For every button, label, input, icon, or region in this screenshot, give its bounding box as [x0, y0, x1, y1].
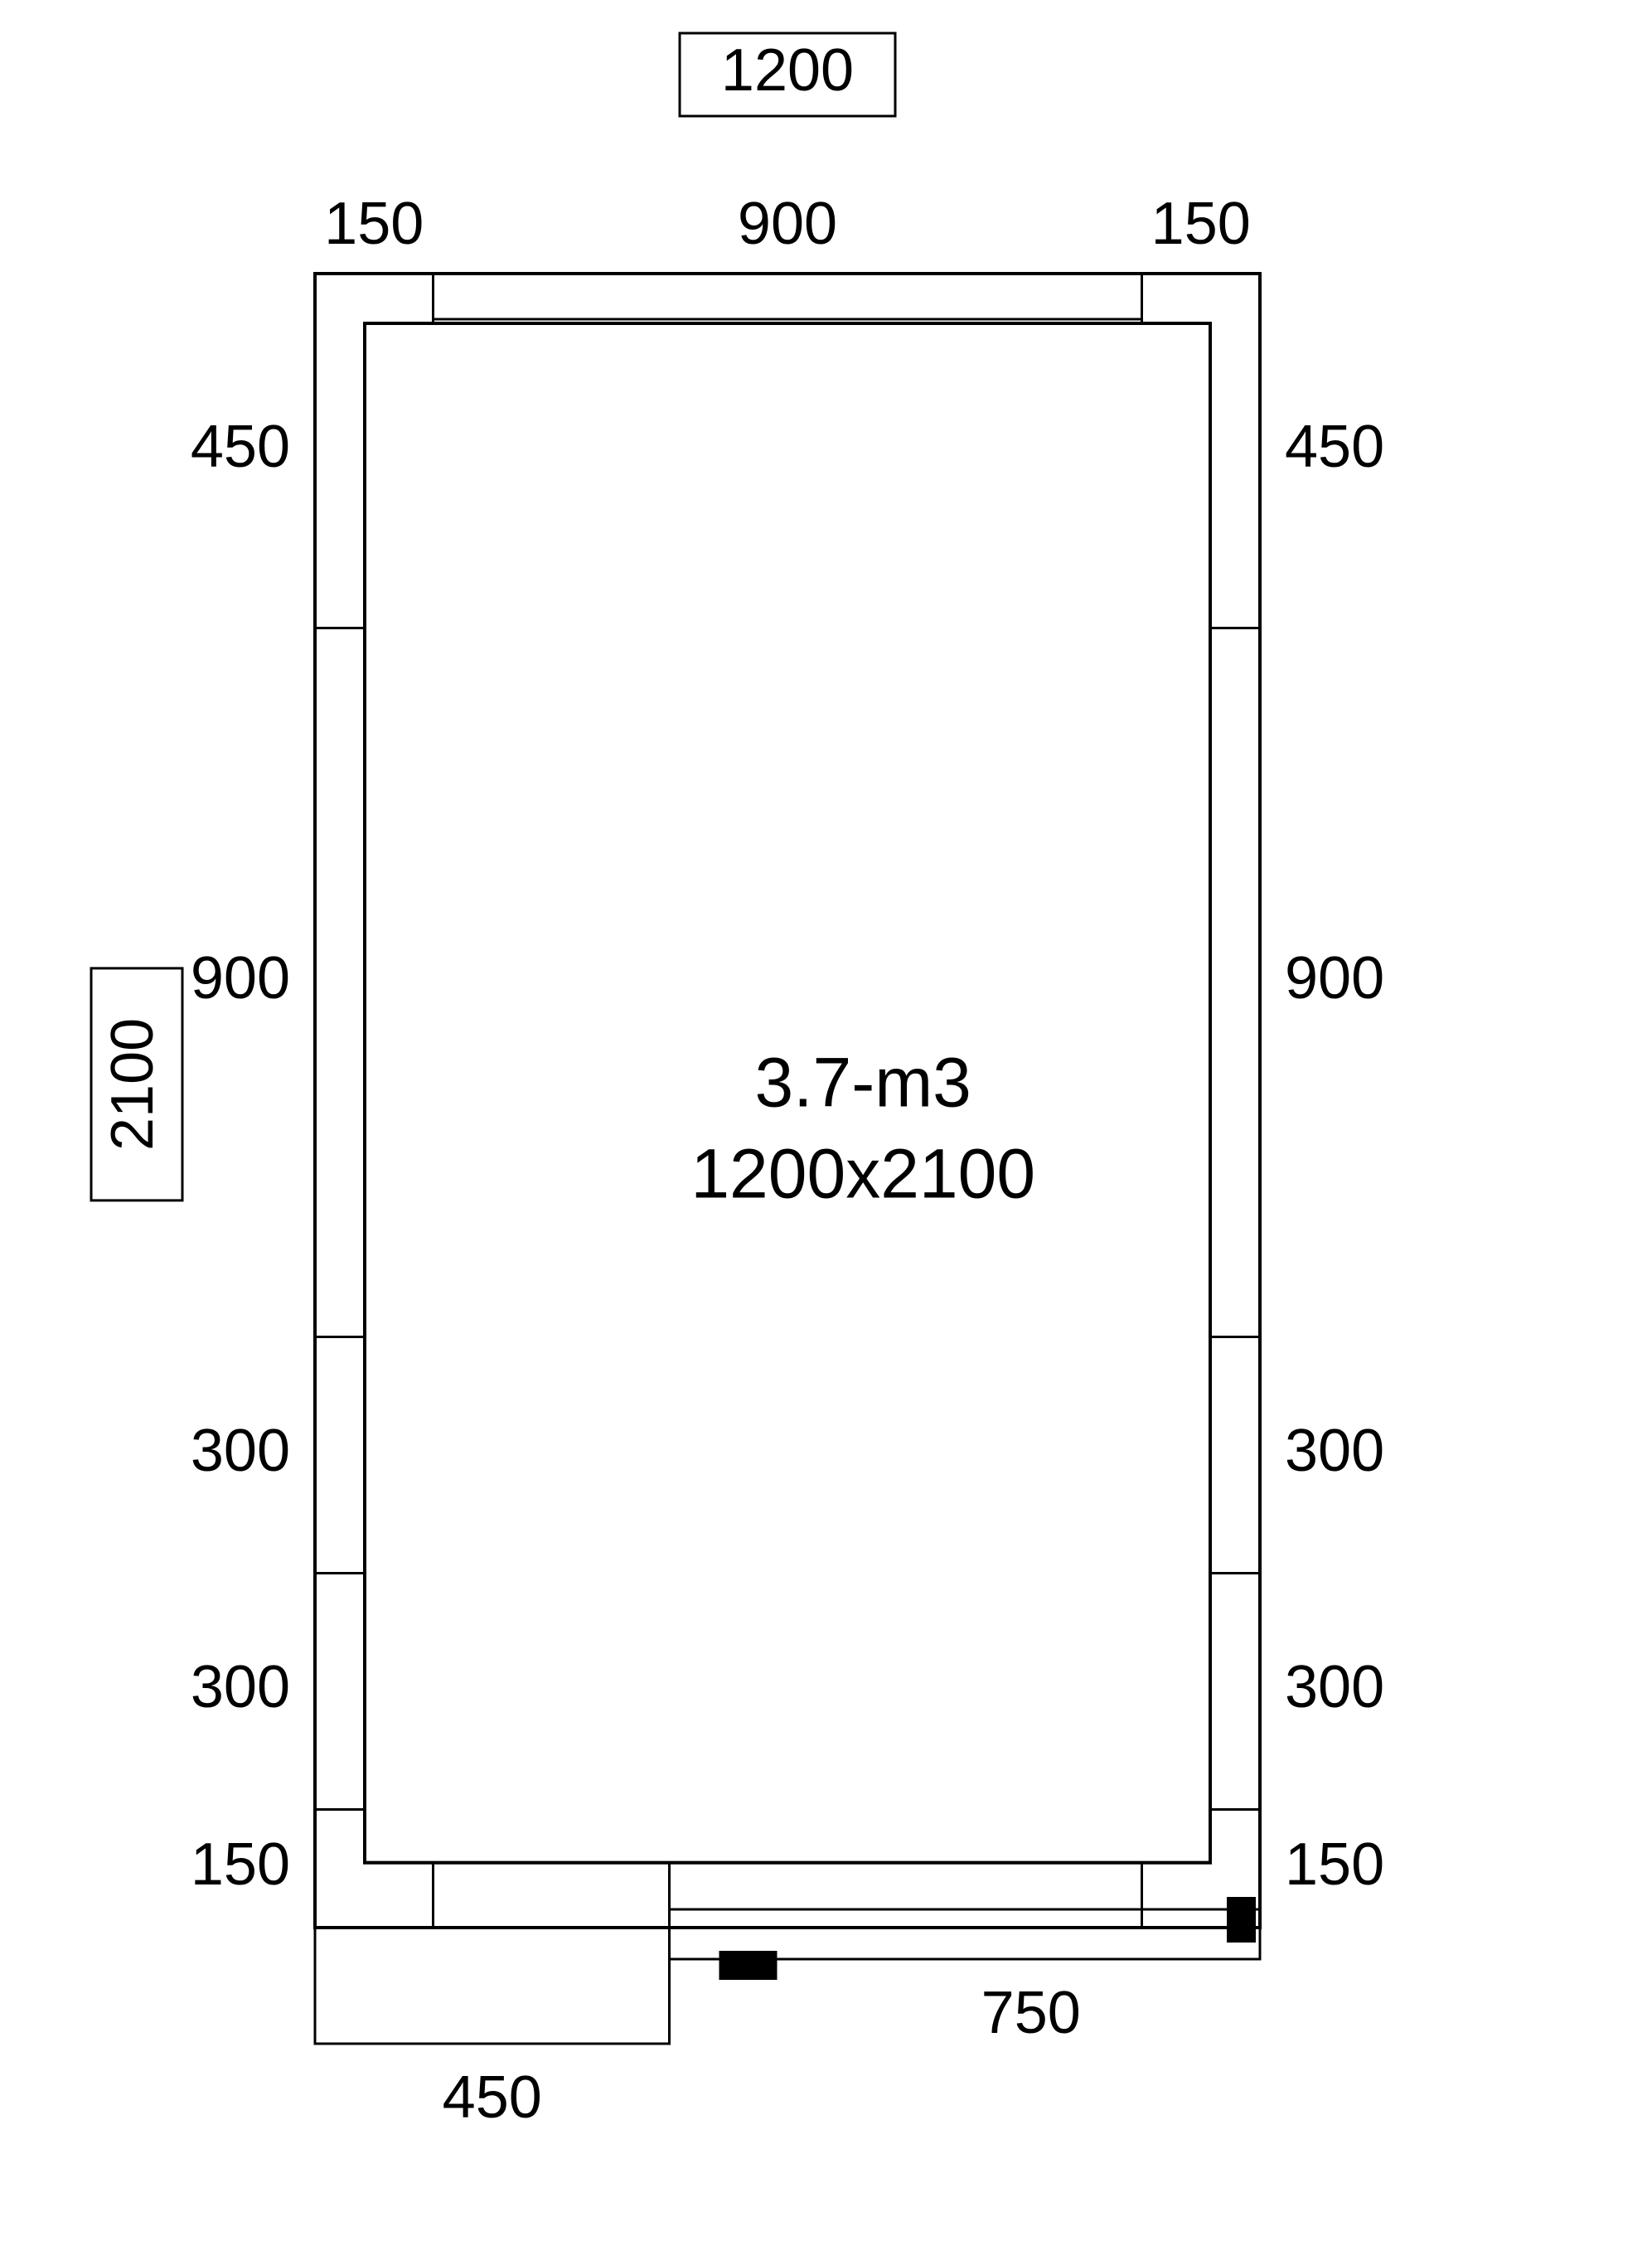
left-dim-4: 150	[191, 1831, 290, 1898]
door-handle-right	[1227, 1897, 1256, 1943]
bottom-dim-right: 750	[981, 1980, 1081, 2046]
technical-drawing: 1200 2100 150 900 150 450 450 900 900 300 300 300 30…	[0, 0, 1652, 2241]
overall-height-label: 2100	[99, 1018, 166, 1151]
bottom-dim-left: 450	[443, 2064, 542, 2131]
left-dim-3: 300	[191, 1654, 290, 1720]
door-handle-left	[719, 1951, 778, 1980]
center-text-2b: 1200x2100	[690, 1135, 1035, 1213]
top-dim-right: 150	[1151, 191, 1251, 257]
overall-width-label: 1200	[721, 37, 854, 104]
right-dim-1: 900	[1285, 945, 1384, 1011]
bottom-left-ext	[315, 1928, 670, 2044]
left-dim-0: 450	[191, 414, 290, 480]
left-dim-1: 900	[191, 945, 290, 1011]
left-dim-2: 300	[191, 1418, 290, 1484]
top-dim-mid: 900	[738, 191, 837, 257]
right-dim-4: 150	[1285, 1831, 1384, 1898]
right-dim-2: 300	[1285, 1418, 1384, 1484]
center-text-1b: 3.7-m3	[754, 1044, 971, 1122]
top-dim-left: 150	[324, 191, 424, 257]
right-dim-0: 450	[1285, 414, 1384, 480]
right-dim-3: 300	[1285, 1654, 1384, 1720]
